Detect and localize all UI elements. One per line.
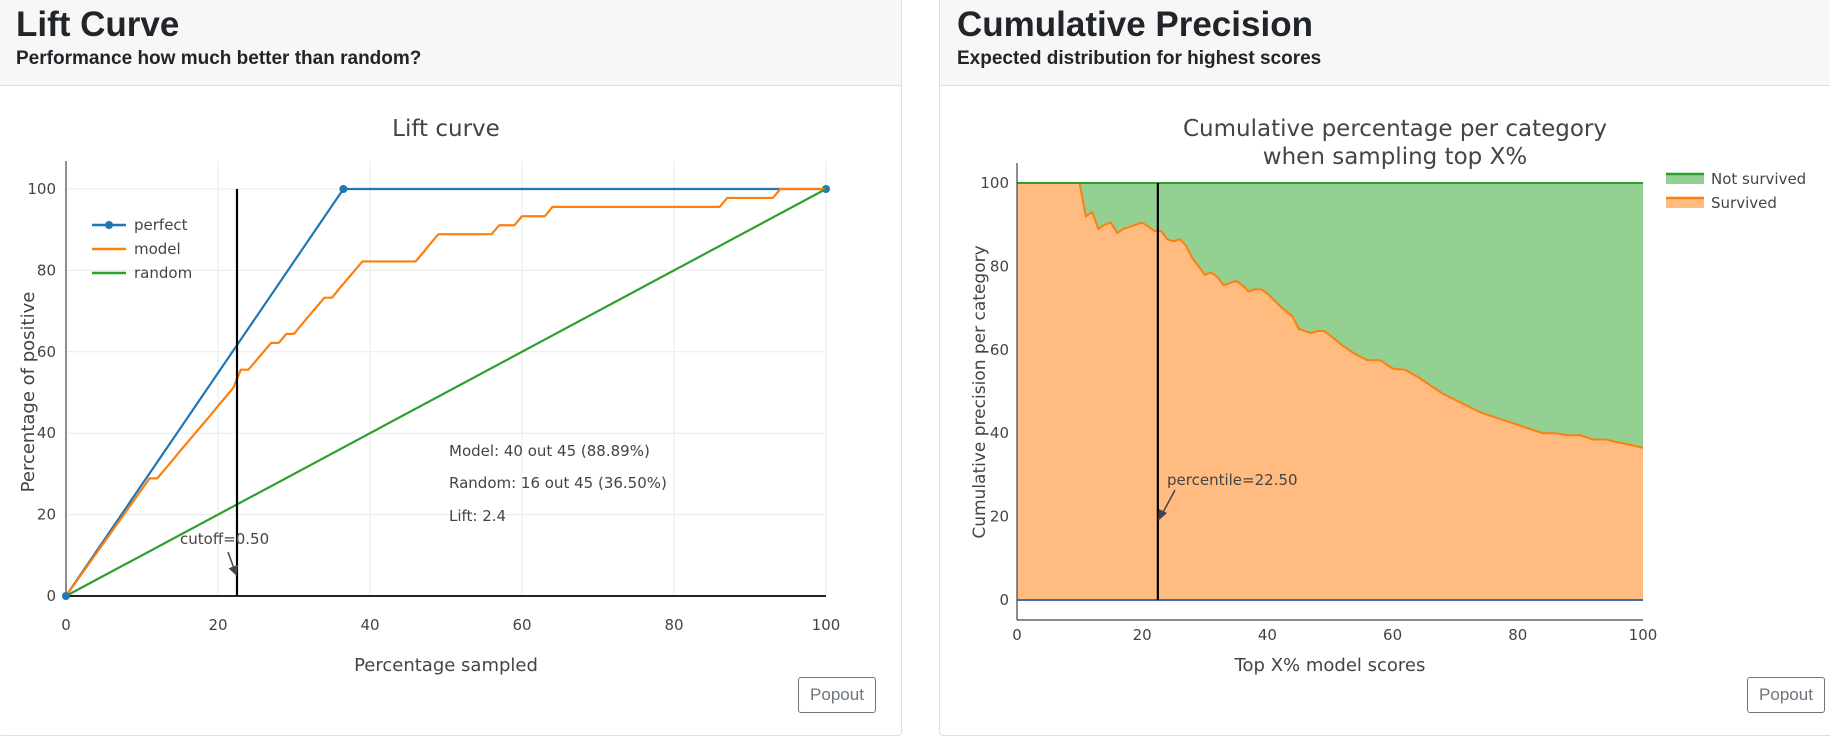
lift-y-tick-label: 60 xyxy=(37,343,56,361)
lift-random-annotation: Random: 16 out 45 (36.50%) xyxy=(449,474,667,492)
lift-legend-marker-perfect xyxy=(105,221,113,229)
lift-line-model xyxy=(65,187,826,597)
lift-line-random xyxy=(65,188,827,597)
cum-x-tick-label: 20 xyxy=(1133,626,1152,644)
lift-curve-chart[interactable]: Lift curve 0 20 40 60 80 100 0 20 40 60 80 100 Mode… xyxy=(0,0,900,733)
lift-chart-title: Lift curve xyxy=(392,116,500,142)
cum-y-tick-label: 80 xyxy=(990,257,1009,275)
lift-curve-card: Lift Curve Performance how much better t… xyxy=(0,0,902,736)
lift-point-origin xyxy=(62,592,70,600)
lift-x-tick-label: 20 xyxy=(208,616,227,634)
cum-line-survived xyxy=(1017,182,1644,449)
cum-y-tick-label: 60 xyxy=(990,341,1009,359)
lift-legend-label-perfect: perfect xyxy=(134,216,188,234)
cum-areas xyxy=(1017,182,1644,601)
cum-legend-swatch-1 xyxy=(1666,198,1704,208)
cum-legend-swatch-0 xyxy=(1666,174,1704,184)
cum-axes: 0 20 40 60 80 100 0 20 40 60 80 100 xyxy=(980,163,1657,644)
cum-legend: Not survived Survived xyxy=(1666,170,1806,212)
cumulative-precision-title: Cumulative Precision xyxy=(957,5,1313,44)
cum-chart-title-line2: when sampling top X% xyxy=(1263,144,1527,170)
lift-x-tick-label: 100 xyxy=(812,616,841,634)
lift-y-axis-label: Percentage of positive xyxy=(18,292,39,493)
lift-value-annotation: Lift: 2.4 xyxy=(449,507,506,525)
cum-area-survived xyxy=(1017,183,1643,600)
cum-x-tick-label: 80 xyxy=(1508,626,1527,644)
percentile-annotation: percentile=22.50 xyxy=(1167,471,1298,489)
cum-x-axis-label: Top X% model scores xyxy=(1234,655,1426,676)
cum-x-tick-label: 0 xyxy=(1012,626,1022,644)
lift-curve-subtitle: Performance how much better than random? xyxy=(16,48,422,69)
lift-x-tick-label: 60 xyxy=(512,616,531,634)
lift-legend-label-random: random xyxy=(134,264,192,282)
lift-y-tick-label: 20 xyxy=(37,506,56,524)
lift-series xyxy=(62,185,830,600)
lift-x-axis-label: Percentage sampled xyxy=(354,655,538,676)
cum-chart-title-line1: Cumulative percentage per category xyxy=(1183,116,1607,142)
cumulative-precision-header: Cumulative Precision Expected distributi… xyxy=(940,0,1830,86)
cumulative-precision-subtitle: Expected distribution for highest scores xyxy=(957,48,1322,69)
cutoff-arrow xyxy=(227,551,238,576)
lift-x-tick-label: 40 xyxy=(360,616,379,634)
cum-y-tick-label: 100 xyxy=(980,174,1009,192)
lift-y-tick-label: 0 xyxy=(46,587,56,605)
cum-y-tick-label: 20 xyxy=(990,508,1009,526)
lift-legend: perfect model random xyxy=(92,216,192,282)
lift-point-perfect xyxy=(339,185,348,193)
lift-curve-title: Lift Curve xyxy=(16,5,180,44)
cum-x-tick-label: 40 xyxy=(1258,626,1277,644)
lift-annotations: Model: 40 out 45 (88.89%) Random: 16 out… xyxy=(180,442,667,548)
cum-legend-label-1: Survived xyxy=(1711,194,1777,212)
lift-x-tick-label: 0 xyxy=(61,616,71,634)
lift-y-tick-label: 100 xyxy=(27,180,56,198)
lift-y-tick-label: 80 xyxy=(37,261,56,279)
cum-y-tick-label: 0 xyxy=(999,591,1009,609)
cum-x-tick-label: 100 xyxy=(1629,626,1658,644)
cum-legend-label-0: Not survived xyxy=(1711,170,1806,188)
cum-x-tick-label: 60 xyxy=(1383,626,1402,644)
lift-curve-popout-button[interactable]: Popout xyxy=(798,677,876,713)
cumulative-precision-popout-button[interactable]: Popout xyxy=(1747,677,1825,713)
percentile-arrow-head xyxy=(1158,509,1167,521)
lift-y-tick-label: 40 xyxy=(37,424,56,442)
lift-model-annotation: Model: 40 out 45 (88.89%) xyxy=(449,442,650,460)
cum-y-axis-label: Cumulative precision per category xyxy=(970,245,990,538)
lift-x-tick-label: 80 xyxy=(664,616,683,634)
lift-curve-header: Lift Curve Performance how much better t… xyxy=(0,0,901,86)
lift-legend-label-model: model xyxy=(134,240,181,258)
cum-y-tick-label: 40 xyxy=(990,424,1009,442)
lift-axes: 0 20 40 60 80 100 0 20 40 60 80 100 xyxy=(27,161,840,634)
cutoff-annotation: cutoff=0.50 xyxy=(180,530,269,548)
